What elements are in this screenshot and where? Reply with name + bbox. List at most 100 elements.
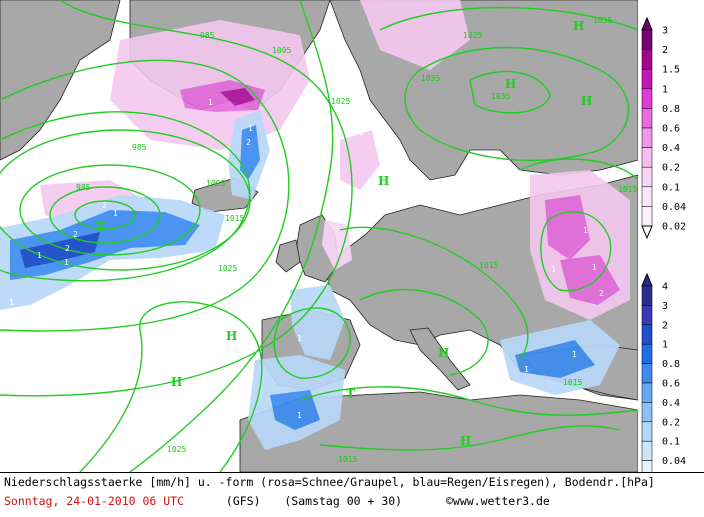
isobar-label: 985 bbox=[132, 143, 147, 152]
isobar-1025-b bbox=[79, 301, 263, 473]
isobar-label: 1005 bbox=[272, 46, 291, 55]
isobar-europe-1 bbox=[339, 226, 529, 361]
weather-map: 985 985 985 1005 1005 1015 1025 1025 102… bbox=[0, 0, 639, 473]
low-center: T bbox=[346, 387, 355, 401]
legend-swatch bbox=[641, 421, 653, 442]
isobar-label: 1025 bbox=[218, 264, 237, 273]
precip-label: 1 bbox=[297, 411, 302, 420]
legend-tick-label: 3 bbox=[662, 26, 668, 37]
isobar-europe-2 bbox=[359, 288, 489, 376]
legend-swatch bbox=[641, 206, 653, 227]
legend-tick-label: 2 bbox=[662, 320, 668, 331]
legend-tick-label: 0.6 bbox=[662, 124, 680, 135]
precip-labels: 2 1 2 2 1 1 1 1 1 1 2 1 1 1 2 1 1 1 1 bbox=[9, 98, 604, 420]
rain-area-eastern-med-mid bbox=[515, 340, 595, 378]
precip-label: 1 bbox=[113, 209, 118, 218]
legend-tick-label: 0.1 bbox=[662, 182, 680, 193]
rain-area-iberia-mid bbox=[270, 390, 320, 430]
legend-swatch bbox=[641, 88, 653, 109]
rain-area-norway-coast-mid bbox=[240, 125, 260, 180]
isobar-iberia bbox=[273, 307, 351, 379]
snow-area-scotland bbox=[322, 220, 352, 270]
isobars bbox=[0, 0, 639, 473]
isobar-label: 985 bbox=[76, 183, 91, 192]
isobar-1035-scan bbox=[404, 46, 630, 162]
legend-swatch bbox=[641, 29, 653, 50]
pressure-centers: H H H H H H H H T T bbox=[96, 19, 592, 448]
high-center: H bbox=[378, 174, 389, 188]
legend-tick-label: 0.8 bbox=[662, 359, 680, 370]
legend-swatch bbox=[641, 68, 653, 90]
legend-swatch bbox=[641, 305, 653, 326]
legend-tick-label: 0.4 bbox=[662, 143, 680, 154]
isobar-label: 1015 bbox=[225, 214, 244, 223]
precip-label: 1 bbox=[524, 365, 529, 374]
legend-tick-label: 2 bbox=[662, 45, 668, 56]
legend-swatch bbox=[641, 382, 653, 403]
isobar-1025-scan bbox=[379, 6, 639, 31]
caption-description: Niederschlagsstaerke [mm/h] u. -form (ro… bbox=[4, 475, 655, 489]
isobar-1015-russia bbox=[519, 158, 639, 181]
forecast-date: Sonntag, 24-01-2010 06 UTC bbox=[4, 494, 185, 508]
precip-label: 1 bbox=[592, 263, 597, 272]
isobar-low-3 bbox=[19, 164, 201, 256]
legend-svg: 3 2 1.5 1 0.8 0.6 0.4 0.2 0.1 0.04 0.02 4 3 2 1 0.8 0.6… bbox=[641, 16, 686, 494]
isobar-1035-inner bbox=[469, 70, 551, 114]
legend-tick-label: 0.4 bbox=[662, 398, 680, 409]
legend-tick-label: 1 bbox=[662, 84, 668, 95]
high-center: H bbox=[460, 434, 471, 448]
snow-area-russia-core bbox=[545, 195, 590, 260]
precip-label: 1 bbox=[9, 298, 14, 307]
legend-swatch bbox=[641, 186, 653, 207]
isobar-label: 1005 bbox=[206, 179, 225, 188]
legend-tick-label: 0.02 bbox=[662, 222, 686, 233]
precip-label: 2 bbox=[73, 230, 78, 239]
model-run: (Samstag 00 + 30) bbox=[284, 494, 403, 508]
precip-label: 1 bbox=[37, 251, 42, 260]
isobar-label: 1025 bbox=[463, 31, 482, 40]
legend-tick-label: 0.04 bbox=[662, 456, 686, 467]
high-center: H bbox=[505, 77, 516, 91]
map-svg: 985 985 985 1005 1005 1015 1025 1025 102… bbox=[0, 0, 639, 473]
isobar-985 bbox=[0, 111, 251, 282]
isobar-low-4 bbox=[0, 129, 251, 271]
isobar-1025-a bbox=[129, 0, 334, 473]
legend-tick-label: 0.2 bbox=[662, 163, 680, 174]
isobar-low-inner bbox=[74, 200, 136, 230]
legend-arrow-top bbox=[641, 272, 653, 287]
legend-tick-label: 0.1 bbox=[662, 437, 680, 448]
isobar-label: 1015 bbox=[338, 455, 357, 464]
isobar-label: 985 bbox=[200, 31, 215, 40]
high-center: H bbox=[171, 375, 182, 389]
low-center: T bbox=[96, 220, 105, 234]
map-caption: Niederschlagsstaerke [mm/h] u. -form (ro… bbox=[0, 472, 704, 513]
precip-label: 2 bbox=[102, 201, 107, 210]
legend-swatch bbox=[641, 166, 653, 188]
legend-tick-label: 4 bbox=[662, 282, 668, 293]
legend-swatch bbox=[641, 285, 653, 306]
rain-precipitation bbox=[0, 110, 620, 450]
caption-timeline: Sonntag, 24-01-2010 06 UTC (GFS) (Samsta… bbox=[4, 494, 550, 508]
precip-label: 1 bbox=[297, 334, 302, 343]
isobar-low-2 bbox=[49, 186, 161, 244]
isobar-label: 1035 bbox=[491, 92, 510, 101]
isobar-label: 1035 bbox=[421, 74, 440, 83]
precipitation-legend: 3 2 1.5 1 0.8 0.6 0.4 0.2 0.1 0.04 0.02 4 3 2 1 0.8 0.6… bbox=[638, 0, 704, 513]
legend-swatch bbox=[641, 363, 653, 384]
isobar-label: 1015 bbox=[618, 185, 637, 194]
isobar-1015 bbox=[0, 0, 353, 397]
snow-area-greenland-core bbox=[180, 80, 265, 112]
precip-label: 1 bbox=[551, 265, 556, 274]
legend-swatch bbox=[641, 108, 653, 129]
isobar-russia-low bbox=[540, 211, 612, 292]
precip-label: 2 bbox=[65, 244, 70, 253]
precip-label: 2 bbox=[599, 289, 604, 298]
precip-label: 1 bbox=[64, 258, 69, 267]
high-center: H bbox=[226, 329, 237, 343]
legend-tick-label: 0.04 bbox=[662, 202, 686, 213]
isobar-1015-med bbox=[319, 425, 621, 451]
isobar-label: 1025 bbox=[167, 445, 186, 454]
credit-link[interactable]: ©www.wetter3.de bbox=[445, 494, 550, 508]
isobar-labels: 985 985 985 1005 1005 1015 1025 1025 102… bbox=[76, 16, 637, 464]
